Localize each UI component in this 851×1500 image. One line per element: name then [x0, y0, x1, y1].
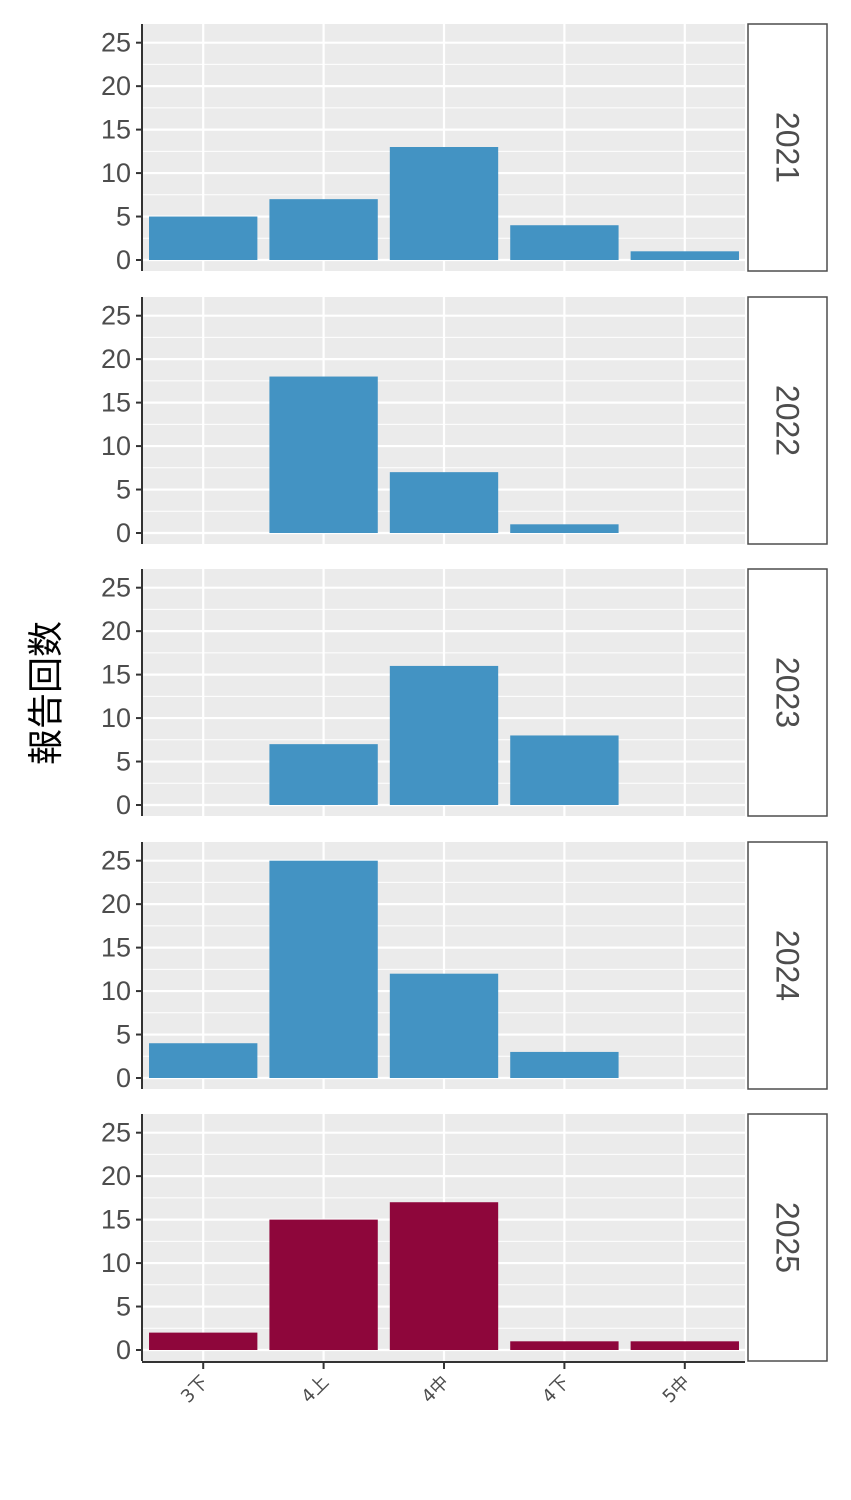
y-tick-label: 15: [101, 660, 131, 690]
x-tick-label: 5中: [659, 1372, 695, 1408]
y-tick-label: 10: [101, 1248, 131, 1278]
y-tick-label: 0: [116, 245, 131, 275]
y-tick-label: 0: [116, 1335, 131, 1365]
bar-2021-4上: [269, 199, 378, 260]
bar-2022-4上: [269, 376, 378, 533]
y-tick-label: 0: [116, 1063, 131, 1093]
x-tick-label: 4上: [297, 1372, 333, 1408]
bar-2025-3下: [149, 1332, 258, 1350]
y-tick-label: 25: [101, 28, 131, 58]
y-tick-label: 15: [101, 388, 131, 418]
y-tick-label: 15: [101, 115, 131, 145]
y-tick-label: 10: [101, 431, 131, 461]
y-tick-label: 5: [116, 1020, 131, 1050]
bar-2024-3下: [149, 1043, 258, 1078]
facet-strip-label: 2024: [770, 930, 806, 1001]
bar-2021-4中: [389, 147, 499, 260]
y-tick-label: 20: [101, 616, 131, 646]
bar-2021-5中: [630, 251, 739, 260]
y-tick-label: 20: [101, 1161, 131, 1191]
facet-strip: [747, 296, 828, 545]
facet-strip: [747, 23, 828, 272]
y-tick-label: 25: [101, 301, 131, 331]
y-tick-label: 20: [101, 71, 131, 101]
bar-2025-4中: [389, 1202, 499, 1350]
bar-2021-4下: [510, 225, 619, 260]
bar-2023-4上: [269, 744, 378, 805]
y-tick-label: 25: [101, 573, 131, 603]
bar-2025-5中: [630, 1341, 739, 1350]
bar-2025-4下: [510, 1341, 619, 1350]
facet-strip-label: 2022: [770, 385, 806, 456]
y-tick-label: 20: [101, 889, 131, 919]
bar-2022-4下: [510, 524, 619, 533]
x-tick-label: 4中: [418, 1372, 454, 1408]
facet-strip-label: 2021: [770, 112, 806, 183]
facet-strip-label: 2025: [770, 1202, 806, 1273]
bar-2023-4中: [389, 665, 499, 805]
facet-strip: [747, 568, 828, 817]
y-tick-label: 5: [116, 1292, 131, 1322]
bar-2023-4下: [510, 735, 619, 805]
y-tick-label: 10: [101, 703, 131, 733]
facet-strip: [747, 841, 828, 1090]
y-tick-label: 5: [116, 475, 131, 505]
y-tick-label: 10: [101, 158, 131, 188]
facet-strip-label: 2023: [770, 657, 806, 728]
bar-2025-4上: [269, 1219, 378, 1350]
y-tick-label: 15: [101, 1205, 131, 1235]
bar-2024-4中: [389, 973, 499, 1078]
y-tick-label: 25: [101, 846, 131, 876]
facet-strip: [747, 1113, 828, 1362]
bar-2022-4中: [389, 472, 499, 533]
y-tick-label: 5: [116, 747, 131, 777]
x-tick-label: 3下: [177, 1372, 213, 1408]
bar-2024-4上: [269, 860, 378, 1078]
bar-2024-4下: [510, 1051, 619, 1078]
x-tick-label: 4下: [538, 1372, 574, 1408]
y-tick-label: 15: [101, 933, 131, 963]
y-tick-label: 25: [101, 1118, 131, 1148]
y-tick-label: 20: [101, 344, 131, 374]
y-tick-label: 10: [101, 976, 131, 1006]
y-tick-label: 5: [116, 202, 131, 232]
y-tick-label: 0: [116, 518, 131, 548]
y-axis-title: 報告回数: [26, 621, 67, 765]
bar-2021-3下: [149, 216, 258, 260]
y-tick-label: 0: [116, 790, 131, 820]
